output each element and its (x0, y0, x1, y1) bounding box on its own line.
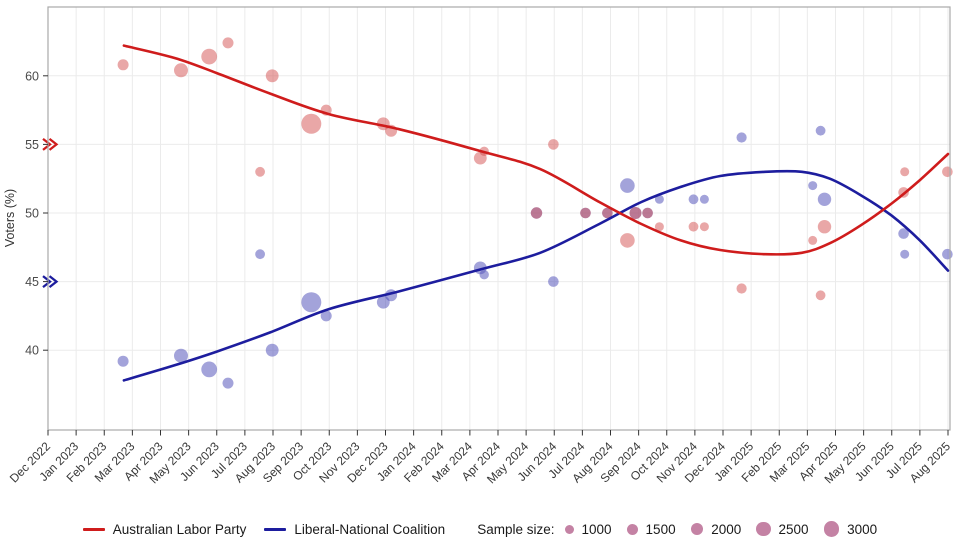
alp-poll-point (817, 220, 832, 234)
alp-poll-point (174, 63, 188, 78)
lnc-poll-point (265, 343, 279, 357)
legend-sample-size-group: Sample size: 1000 1500 2000 2500 3000 (477, 521, 877, 537)
alp-poll-point (654, 222, 664, 232)
lnc-line-swatch-icon (264, 527, 287, 531)
lnc-axis-marker-icon (42, 275, 59, 289)
sample-size-value: 2500 (778, 521, 809, 537)
sample-size-dot-icon (690, 522, 704, 536)
alp-axis-marker-chevron (42, 137, 52, 151)
alp-poll-point (201, 48, 218, 65)
lnc-poll-point (117, 355, 129, 367)
alp-poll-point (808, 235, 818, 245)
lnc-poll-point (255, 249, 265, 260)
alp-poll-point (900, 167, 910, 177)
alp-poll-point (117, 59, 129, 71)
lnc-poll-point (688, 194, 699, 205)
alp-poll-point (642, 207, 653, 219)
lnc-poll-point (548, 276, 559, 287)
lnc-poll-point (320, 310, 332, 322)
alp-poll-point (255, 166, 265, 177)
sample-size-entry: 1500 (626, 521, 676, 537)
lnc-poll-point (620, 178, 635, 193)
sample-size-label: Sample size: (477, 521, 555, 537)
sample-size-value: 3000 (847, 521, 878, 537)
alp-poll-point (530, 207, 543, 219)
sample-size-value: 1000 (581, 521, 612, 537)
trend-layer (122, 44, 950, 382)
y-tick-label: 40 (25, 344, 39, 358)
alp-poll-point (602, 207, 613, 219)
alp-poll-point (699, 222, 709, 232)
lnc-poll-point (736, 132, 747, 143)
alp-trend-line (122, 44, 950, 256)
sample-size-entry: 2500 (756, 521, 809, 537)
sample-size-entry: 2000 (690, 521, 742, 537)
legend-item-lnc: Liberal-National Coalition (264, 522, 445, 537)
alp-poll-point (620, 233, 635, 248)
lnc-poll-point (898, 228, 909, 239)
y-axis-title: Voters (%) (3, 189, 17, 247)
alp-poll-point (222, 37, 234, 49)
panel-border (47, 6, 951, 431)
alp-line-swatch-icon (82, 527, 105, 531)
y-axis: 40 45 50 55 60 (25, 69, 48, 358)
y-tick-label: 45 (25, 275, 39, 289)
points-layer (117, 37, 953, 389)
sample-size-dot-icon (626, 523, 638, 535)
sample-size-entries: 1000 1500 2000 2500 3000 (564, 521, 878, 537)
alp-poll-point (301, 113, 322, 134)
lnc-poll-point (900, 249, 910, 259)
alp-poll-point (629, 207, 642, 219)
alp-axis-marker-icon (42, 137, 59, 151)
chart-legend: Australian Labor Party Liberal-National … (0, 506, 960, 552)
lnc-axis-marker-chevron (48, 275, 59, 289)
lnc-poll-point (817, 192, 832, 206)
sample-size-value: 1500 (645, 521, 676, 537)
y-tick-label: 60 (25, 69, 39, 83)
sample-size-dot-icon (756, 521, 771, 537)
sample-size-dot-icon (823, 521, 840, 537)
lnc-poll-point (222, 377, 234, 389)
sample-size-value: 2000 (711, 521, 742, 537)
lnc-trend-line (122, 169, 950, 382)
alp-poll-point (265, 69, 279, 83)
lnc-poll-point (479, 270, 489, 280)
alp-poll-point (580, 207, 591, 219)
alp-axis-marker-chevron (48, 137, 59, 151)
grid-layer (47, 7, 950, 430)
sample-size-entry: 3000 (823, 521, 878, 537)
y-tick-label: 55 (25, 138, 39, 152)
lnc-poll-point (301, 292, 322, 313)
lnc-axis-marker-chevron (42, 275, 52, 289)
lnc-poll-point (201, 361, 218, 378)
legend-item-alp: Australian Labor Party (82, 521, 247, 537)
y-tick-label: 50 (25, 207, 39, 221)
lnc-legend-label: Liberal-National Coalition (294, 521, 446, 537)
lnc-poll-point (654, 194, 664, 204)
sample-size-dot-icon (564, 524, 574, 534)
alp-poll-point (688, 221, 699, 232)
lnc-poll-point (174, 348, 188, 363)
lnc-poll-point (942, 248, 953, 260)
lnc-poll-point (808, 181, 818, 191)
lnc-poll-point (699, 194, 709, 204)
alp-poll-point (548, 139, 559, 150)
alp-legend-label: Australian Labor Party (112, 521, 247, 537)
alp-poll-point (942, 166, 953, 178)
sample-size-entry: 1000 (564, 521, 612, 537)
lnc-poll-point (815, 125, 826, 136)
alp-poll-point (736, 283, 747, 294)
alp-poll-point (815, 290, 826, 301)
